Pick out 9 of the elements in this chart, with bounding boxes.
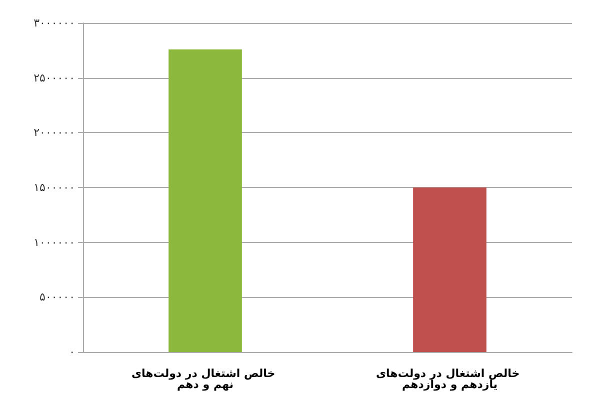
y-tick-label: ۲۵۰۰۰۰۰ [34,71,75,84]
y-tick-label: ۳۰۰۰۰۰۰ [34,16,75,30]
y-tick-label: ۱۵۰۰۰۰۰ [34,181,75,194]
x-tick-label: خالص اشتغال در دولت‌های یازدهم و دوازدهم [376,367,524,391]
y-tick-label: ۲۰۰۰۰۰۰ [34,126,75,140]
x-tick-label: خالص اشتغال در دولت‌های نهم و دهم [131,367,280,391]
y-tick-label: ۱۰۰۰۰۰۰ [34,236,75,249]
y-tick-label: ۵۰۰۰۰۰ [40,290,75,304]
y-tick-label: ۰ [69,346,75,358]
